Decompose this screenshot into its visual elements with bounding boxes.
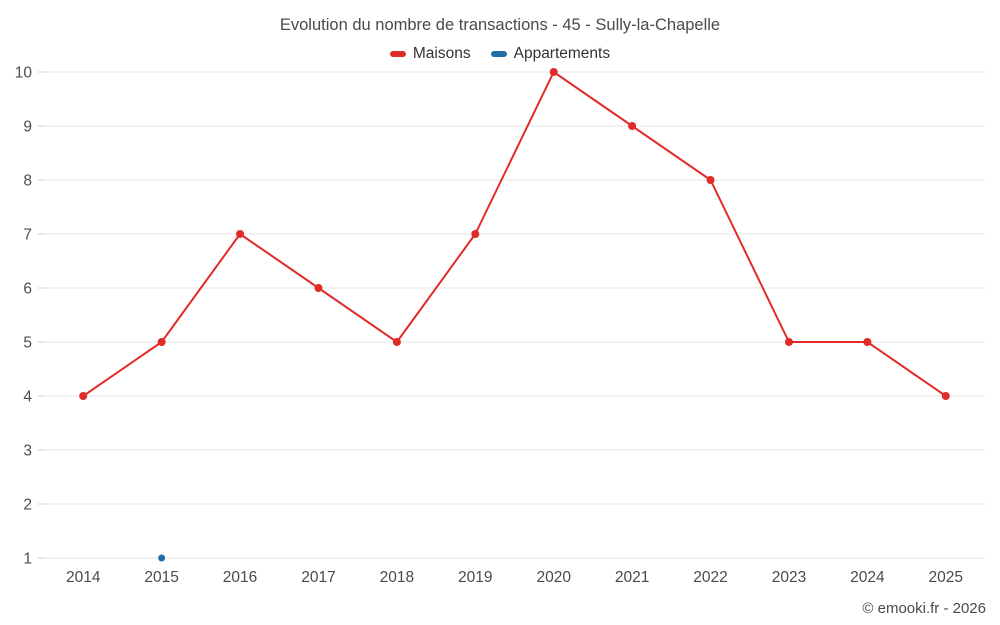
x-axis-label: 2024: [850, 569, 885, 586]
x-axis-label: 2018: [380, 569, 414, 586]
data-point-maisons-2019[interactable]: [471, 230, 480, 238]
legend-label-appartements: Appartements: [513, 45, 611, 62]
y-axis-label: 1: [23, 551, 32, 568]
series-line-maisons: [82, 71, 947, 397]
y-axis-label: 6: [23, 281, 32, 298]
appartements-series-swatch: [490, 51, 507, 57]
x-axis-label: 2016: [223, 569, 257, 586]
data-point-maisons-2017[interactable]: [314, 284, 323, 292]
y-axis-label: 3: [23, 443, 32, 460]
legend-item-appartements[interactable]: Appartements: [490, 45, 611, 63]
x-axis-label: 2023: [772, 569, 806, 586]
data-point-maisons-2016[interactable]: [236, 230, 245, 238]
data-point-maisons-2014[interactable]: [79, 392, 88, 400]
y-axis-label: 8: [23, 173, 32, 190]
data-point-appartements-2015[interactable]: [158, 554, 166, 562]
data-point-maisons-2022[interactable]: [706, 176, 715, 184]
legend-label-maisons: Maisons: [412, 45, 471, 62]
y-axis-label: 5: [23, 335, 32, 352]
data-point-maisons-2015[interactable]: [157, 338, 166, 346]
x-axis-label: 2021: [615, 569, 649, 586]
x-axis-label: 2022: [693, 569, 727, 586]
y-axis-label: 4: [23, 389, 32, 406]
x-axis-label: 2017: [301, 569, 335, 586]
x-axis-label: 2019: [458, 569, 492, 586]
x-axis-label: 2015: [144, 569, 178, 586]
copyright-text: © emooki.fr - 2026: [862, 600, 986, 617]
data-point-maisons-2023[interactable]: [784, 338, 793, 346]
y-axis-label: 9: [23, 119, 32, 136]
x-axis-label: 2025: [929, 569, 963, 586]
data-point-maisons-2025[interactable]: [941, 392, 950, 400]
data-point-maisons-2024[interactable]: [863, 338, 872, 346]
data-point-maisons-2020[interactable]: [549, 68, 558, 76]
data-point-maisons-2018[interactable]: [392, 338, 401, 346]
legend: Maisons Appartements: [0, 45, 1000, 63]
chart-title: Evolution du nombre de transactions - 45…: [279, 16, 721, 34]
y-axis-label: 10: [15, 65, 33, 82]
legend-item-maisons[interactable]: Maisons: [389, 45, 471, 63]
x-axis-label: 2014: [66, 569, 101, 586]
data-point-maisons-2021[interactable]: [628, 122, 637, 130]
maisons-series-swatch: [389, 51, 406, 57]
x-axis-label: 2020: [536, 569, 571, 586]
y-axis-label: 7: [23, 227, 32, 244]
y-axis-label: 2: [23, 497, 32, 514]
